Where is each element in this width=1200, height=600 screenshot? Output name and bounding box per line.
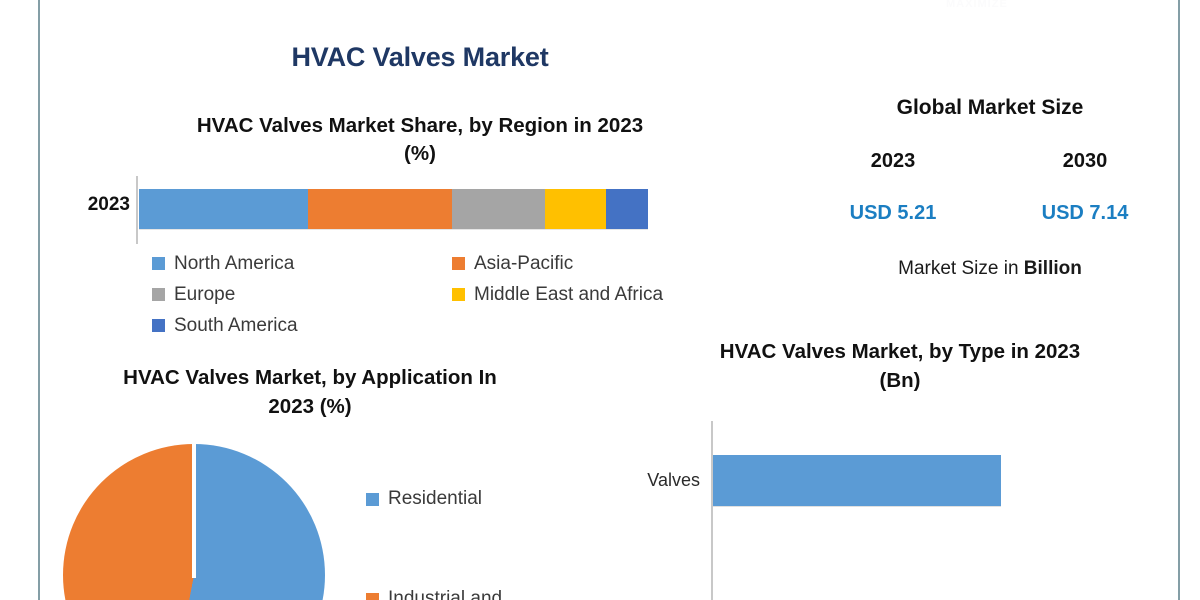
type-chart-title: HVAC Valves Market, by Type in 2023 (Bn) <box>640 337 1160 395</box>
legend-item-industrial-and: Industrial and <box>366 588 586 600</box>
legend-item-europe: Europe <box>152 284 452 306</box>
region-chart-axis <box>136 176 138 244</box>
pie-slice-separator <box>192 444 196 578</box>
legend-label: Asia-Pacific <box>474 252 574 274</box>
global-market-size-unit-prefix: Market Size in <box>898 258 1024 279</box>
application-chart-title-line1: HVAC Valves Market, by Application In <box>123 366 497 389</box>
global-market-size-unit-bold: Billion <box>1023 258 1082 279</box>
type-chart-title-line1: HVAC Valves Market, by Type in 2023 <box>719 340 1081 363</box>
application-chart-title-line2: 2023 (%) <box>268 395 352 418</box>
watermark-text: MAXIMIZE <box>946 0 1008 10</box>
global-market-size-value-end: USD 7.14 <box>1041 202 1129 224</box>
legend-item-residential: Residential <box>366 488 586 510</box>
legend-item-south-america: South America <box>152 315 452 337</box>
legend-swatch-icon <box>152 288 165 301</box>
global-market-size-title: Global Market Size <box>896 96 1084 119</box>
legend-item-north-america: North America <box>152 253 452 275</box>
global-market-size-unit: Market Size in Billion <box>810 258 1170 280</box>
region-chart-title-line2: (%) <box>404 142 436 165</box>
region-segment-middle-east-africa <box>545 189 607 229</box>
type-category-label: Valves <box>647 470 700 490</box>
legend-label: Europe <box>174 283 236 305</box>
region-legend: North America Asia-Pacific Europe Middle… <box>152 248 712 341</box>
application-chart-title: HVAC Valves Market, by Application In 20… <box>40 363 580 421</box>
right-border-rule <box>1178 0 1180 600</box>
legend-label: North America <box>174 252 295 274</box>
legend-swatch-icon <box>152 319 165 332</box>
region-segment-north-america <box>139 189 308 229</box>
global-market-size-year-end: 2030 <box>1062 150 1108 172</box>
legend-swatch-icon <box>452 257 465 270</box>
region-chart-title-line1: HVAC Valves Market Share, by Region in 2… <box>196 114 644 137</box>
region-segment-europe <box>452 189 546 229</box>
page-title: HVAC Valves Market <box>291 42 549 72</box>
legend-label: Middle East and Africa <box>474 283 664 305</box>
legend-label: South America <box>174 314 298 336</box>
region-segment-south-america <box>606 189 648 229</box>
type-chart-title-line2: (Bn) <box>879 369 921 392</box>
legend-item-asia-pacific: Asia-Pacific <box>452 253 712 275</box>
legend-swatch-icon <box>452 288 465 301</box>
region-category-label: 2023 <box>87 194 130 215</box>
type-bar-valves <box>713 455 1001 506</box>
legend-label: Industrial and <box>388 588 503 600</box>
region-stacked-bar <box>139 189 648 229</box>
application-legend: Residential Industrial and <box>366 488 586 600</box>
legend-item-middle-east-and-africa: Middle East and Africa <box>452 284 712 306</box>
global-market-size-year-start: 2023 <box>870 150 916 172</box>
legend-swatch-icon <box>152 257 165 270</box>
region-chart-title: HVAC Valves Market Share, by Region in 2… <box>120 112 720 168</box>
legend-swatch-icon <box>366 592 379 600</box>
legend-swatch-icon <box>366 492 379 506</box>
type-chart-axis <box>711 421 713 600</box>
global-market-size-value-start: USD 5.21 <box>849 202 937 224</box>
legend-label: Residential <box>388 488 482 509</box>
region-segment-asia-pacific <box>307 189 453 229</box>
left-border-rule <box>38 0 40 600</box>
